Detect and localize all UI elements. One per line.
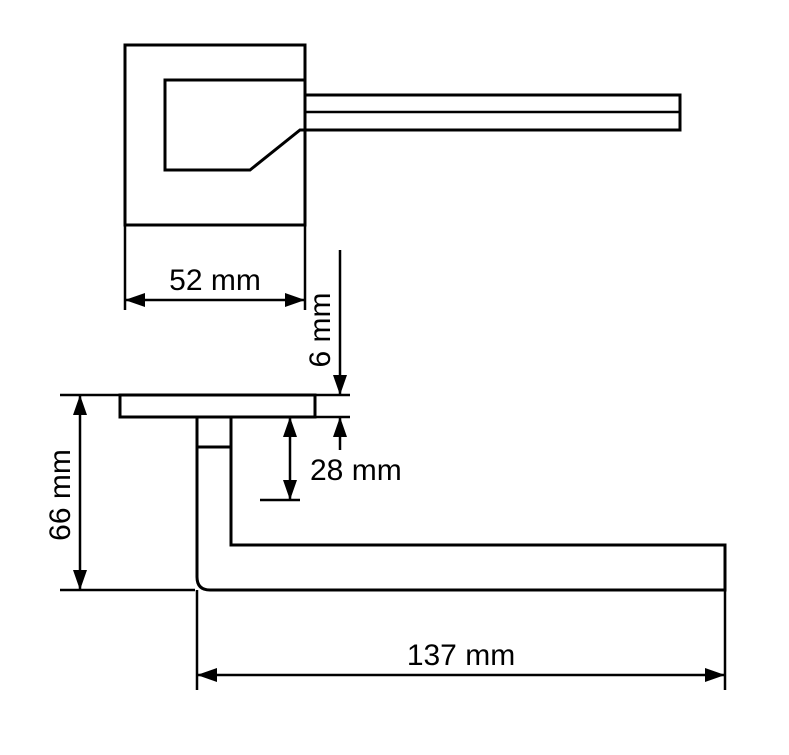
dim-137mm: 137 mm — [197, 590, 725, 690]
dim-28mm: 28 mm — [260, 417, 402, 500]
side-view — [120, 395, 725, 590]
label-137mm: 137 mm — [407, 639, 515, 672]
label-6mm: 6 mm — [304, 293, 337, 368]
dim-66mm: 66 mm — [44, 395, 195, 590]
technical-drawing: 52 mm 6 mm 28 mm — [0, 0, 789, 755]
label-28mm: 28 mm — [310, 454, 402, 487]
dim-6mm: 6 mm — [304, 250, 350, 450]
label-66mm: 66 mm — [44, 449, 77, 541]
dim-52mm: 52 mm — [125, 264, 305, 307]
label-52mm: 52 mm — [169, 264, 261, 297]
top-view — [125, 45, 680, 225]
